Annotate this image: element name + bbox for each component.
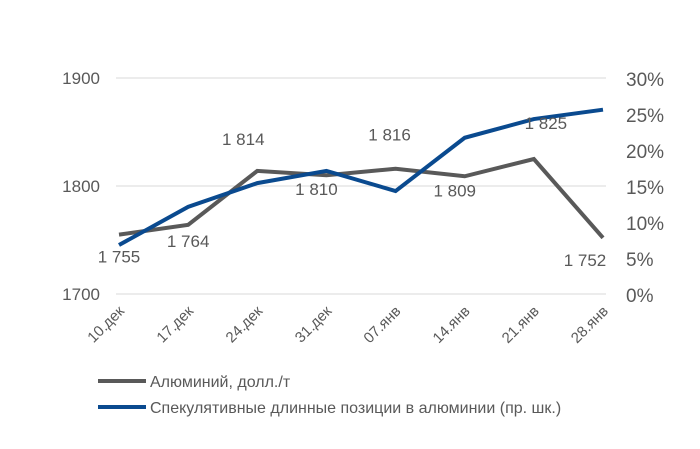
- data-label: 1 764: [167, 232, 210, 251]
- x-axis-tick: 31.дек: [292, 303, 336, 347]
- data-label: 1 755: [98, 248, 141, 267]
- data-label: 1 814: [222, 130, 265, 149]
- right-axis-tick: 30%: [626, 70, 664, 91]
- x-axis-tick: 21.янв: [499, 303, 543, 347]
- x-axis-tick: 17.дек: [153, 303, 197, 347]
- x-axis-tick: 07.янв: [360, 303, 404, 347]
- data-label: 1 809: [433, 181, 476, 200]
- left-axis-tick: 1700: [62, 285, 100, 304]
- left-axis-tick: 1800: [62, 177, 100, 196]
- data-label: 1 810: [295, 180, 338, 199]
- legend-label-speculative: Спекулятивные длинные позиции в алюминии…: [150, 400, 561, 417]
- right-axis-tick: 0%: [626, 286, 654, 307]
- right-axis-tick: 15%: [626, 178, 664, 199]
- right-axis-tick: 20%: [626, 142, 664, 163]
- right-axis-tick: 5%: [626, 250, 654, 271]
- x-axis-tick: 24.дек: [223, 303, 267, 347]
- x-axis-tick: 10.дек: [84, 303, 128, 347]
- x-axis-tick: 14.янв: [430, 303, 474, 347]
- right-axis-tick: 25%: [626, 106, 664, 127]
- data-label: 1 752: [564, 251, 607, 270]
- x-axis-tick: 28.янв: [568, 303, 612, 347]
- right-axis-tick: 10%: [626, 214, 664, 235]
- left-axis-tick: 1900: [62, 69, 100, 88]
- speculative-positions-line: [118, 107, 604, 247]
- data-label: 1 825: [525, 114, 568, 133]
- data-label: 1 816: [368, 126, 411, 145]
- aluminium-price-line: [118, 156, 605, 240]
- legend-label-aluminium: Алюминий, долл./т: [150, 374, 291, 391]
